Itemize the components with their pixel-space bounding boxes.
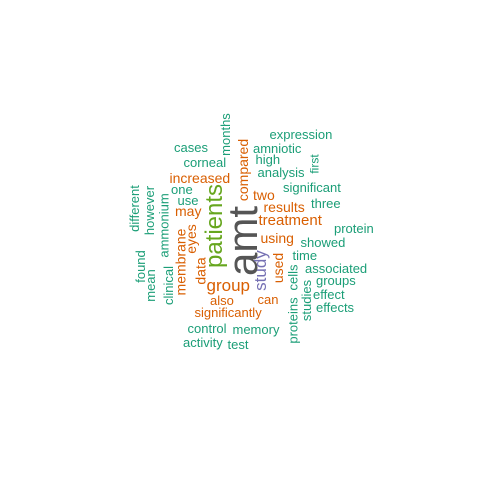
word-cells: cells — [285, 263, 301, 291]
word-three: three — [311, 195, 341, 211]
word-first: first — [307, 154, 322, 174]
word-high: high — [255, 151, 281, 167]
word-two: two — [253, 187, 275, 203]
word-significantly: significantly — [194, 304, 262, 320]
word-amniotic: amniotic — [253, 140, 302, 156]
word-activity: activity — [183, 334, 223, 350]
word-can: can — [257, 291, 279, 307]
word-used: used — [270, 252, 287, 284]
word-data: data — [192, 257, 209, 285]
word-clinical: clinical — [160, 265, 176, 305]
word-patients: patients — [201, 183, 229, 269]
word-months: months — [217, 112, 233, 156]
word-using: using — [260, 230, 294, 246]
word-also: also — [210, 292, 234, 308]
word-associated: associated — [305, 260, 368, 276]
word-however: however — [141, 185, 157, 235]
word-different: different — [126, 184, 142, 232]
word-expression: expression — [269, 126, 333, 142]
word-corneal: corneal — [183, 154, 227, 170]
word-significant: significant — [283, 179, 341, 195]
word-proteins: proteins — [285, 296, 301, 344]
word-mean: mean — [142, 268, 158, 302]
word-increased: increased — [169, 170, 231, 186]
word-one: one — [171, 181, 193, 197]
word-groups: groups — [316, 272, 356, 288]
word-study: study — [250, 249, 270, 291]
word-studies: studies — [298, 279, 314, 321]
word-analysis: analysis — [257, 164, 305, 180]
word-may: may — [175, 203, 202, 219]
word-compared: compared — [235, 138, 252, 202]
word-memory: memory — [232, 321, 280, 337]
word-group: group — [206, 275, 250, 295]
word-showed: showed — [300, 234, 346, 250]
word-cases: cases — [174, 139, 208, 155]
word-test: test — [227, 336, 249, 352]
word-use: use — [177, 192, 199, 208]
word-treatment: treatment — [258, 211, 322, 229]
word-control: control — [187, 320, 227, 336]
word-effect: effect — [313, 286, 345, 302]
word-results: results — [263, 199, 305, 215]
word-protein: protein — [334, 220, 374, 236]
word-ammonium: ammonium — [156, 192, 172, 258]
word-effects: effects — [316, 299, 355, 315]
word-eyes: eyes — [182, 224, 199, 254]
word-time: time — [292, 247, 318, 263]
